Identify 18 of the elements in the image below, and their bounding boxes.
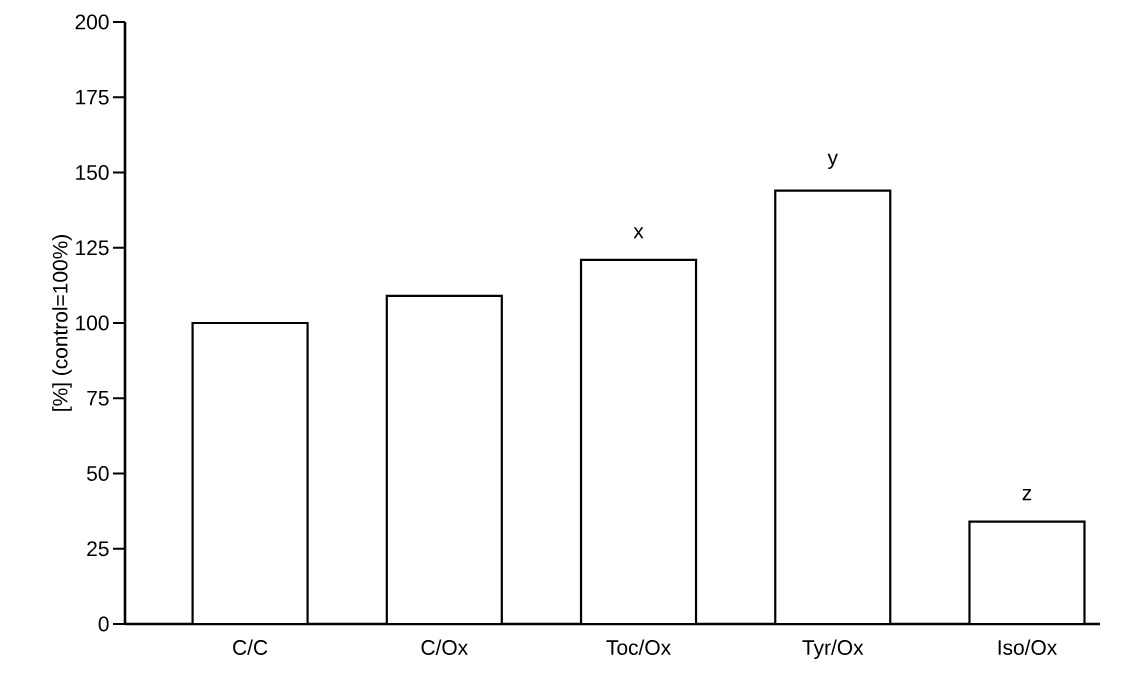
y-tick-label: 150: [76, 165, 109, 180]
y-tick-label: 75: [87, 390, 109, 406]
y-axis-title: [%] (control=100%): [52, 235, 72, 411]
x-tick-label: C/C: [233, 639, 268, 655]
x-tick-label: Tyr/Ox: [802, 639, 864, 660]
y-tick-label: 100: [76, 315, 109, 331]
y-tick-label: 200: [75, 14, 109, 30]
y-tick-label: 0: [98, 616, 109, 632]
x-tick-label: Toc/Ox: [606, 639, 671, 655]
y-tick-label: 175: [76, 89, 109, 105]
annotation: y: [827, 153, 838, 170]
y-tick-label: 125: [76, 240, 109, 256]
x-tick-label: Iso/Ox: [998, 639, 1057, 655]
x-tick-label: C/Ox: [421, 639, 468, 655]
y-tick-label: 50: [87, 466, 109, 481]
annotation: x: [633, 227, 644, 239]
annotation: z: [1022, 489, 1032, 501]
y-tick-label: 25: [87, 541, 109, 557]
